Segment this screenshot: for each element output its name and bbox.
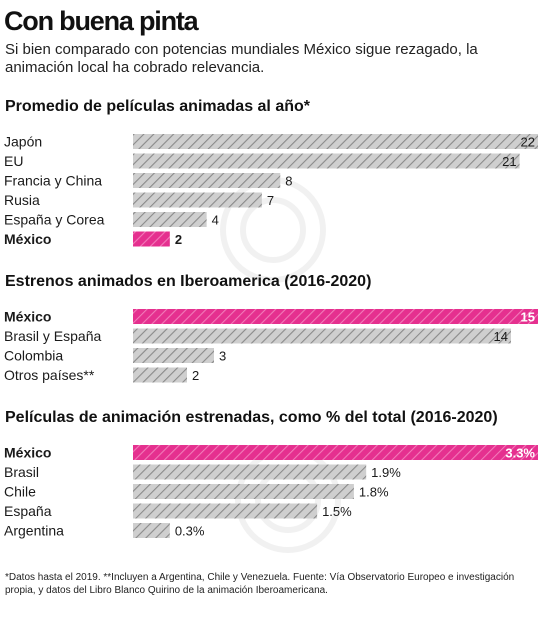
category-label-porcentaje: Argentina [4,523,64,539]
value-label-estrenos: 15 [521,310,535,325]
category-label-promedio: Rusia [4,192,40,208]
bar-promedio [133,173,281,188]
category-label-promedio: Japón [4,134,42,150]
category-label-promedio: México [4,231,51,247]
bar-estrenos [133,309,538,324]
category-label-estrenos: Otros países** [4,367,95,383]
value-label-promedio: 7 [267,193,274,208]
value-label-promedio: 4 [212,213,219,228]
value-label-promedio: 21 [502,154,516,169]
category-label-porcentaje: Chile [4,484,36,500]
bar-porcentaje [133,523,170,538]
bar-promedio [133,192,262,208]
value-label-porcentaje: 3.3% [505,446,535,461]
section-title-estrenos: Estrenos animados en Iberoamerica (2016-… [5,273,372,290]
bar-estrenos [133,367,187,383]
category-label-porcentaje: Brasil [4,464,39,480]
value-label-porcentaje: 1.9% [371,465,401,480]
value-label-estrenos: 14 [494,329,508,344]
category-label-estrenos: Colombia [4,348,63,364]
bar-estrenos [133,348,214,363]
value-label-promedio: 22 [521,135,535,150]
bar-porcentaje [133,464,367,480]
category-label-porcentaje: España [4,503,52,519]
footnote: *Datos hasta el 2019. **Incluyen a Argen… [5,572,515,596]
value-label-promedio: 8 [285,174,292,189]
category-label-promedio: España y Corea [4,212,105,228]
bar-porcentaje [133,503,318,519]
category-label-estrenos: Brasil y España [4,328,101,344]
category-label-promedio: Francia y China [4,173,102,189]
bar-promedio [133,231,170,247]
bar-promedio [133,212,207,227]
chart-subtitle: Si bien comparado con potencias mundiale… [5,41,478,76]
bar-porcentaje [133,484,354,499]
value-label-estrenos: 3 [219,349,226,364]
chart-title: Con buena pinta [4,6,199,36]
value-label-promedio: 2 [175,232,182,247]
bar-promedio [133,153,520,169]
value-label-porcentaje: 1.8% [359,485,389,500]
section-title-promedio: Promedio de películas animadas al año* [5,98,310,115]
value-label-porcentaje: 0.3% [175,524,205,539]
category-label-porcentaje: México [4,445,51,461]
value-label-porcentaje: 1.5% [322,504,352,519]
category-label-estrenos: México [4,309,51,325]
value-label-estrenos: 2 [192,368,199,383]
section-title-porcentaje: Películas de animación estrenadas, como … [5,409,498,426]
bar-promedio [133,134,538,149]
bar-porcentaje [133,445,538,460]
bar-estrenos [133,328,511,344]
category-label-promedio: EU [4,153,23,169]
